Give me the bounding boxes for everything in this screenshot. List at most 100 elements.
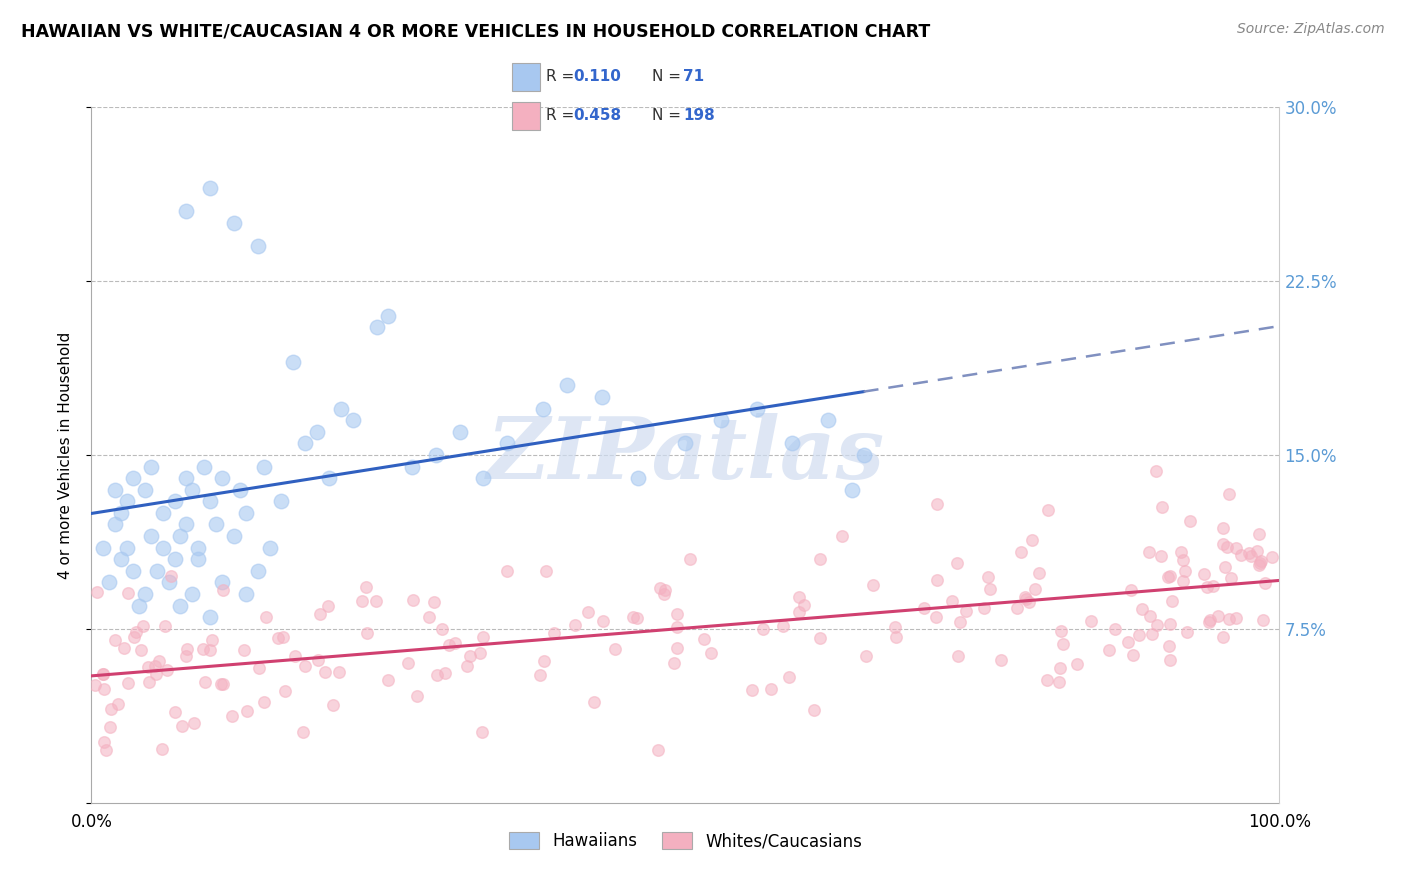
Point xyxy=(117,586,139,600)
Point xyxy=(1212,537,1234,551)
Text: N =: N = xyxy=(652,70,686,85)
Point xyxy=(946,648,969,663)
Point xyxy=(1199,613,1222,627)
Point xyxy=(1260,549,1282,564)
Point xyxy=(1104,622,1126,636)
Point xyxy=(654,587,676,601)
Point xyxy=(1159,616,1181,631)
Point xyxy=(284,648,307,663)
Point xyxy=(654,582,676,597)
Point xyxy=(155,619,177,633)
Point xyxy=(1216,540,1239,554)
Point xyxy=(458,648,481,663)
Point xyxy=(107,697,129,711)
Point xyxy=(134,587,156,601)
Point xyxy=(710,413,733,427)
Point xyxy=(143,658,166,673)
Point xyxy=(1212,520,1234,534)
Point xyxy=(100,702,122,716)
Point xyxy=(693,632,716,646)
Point xyxy=(449,425,471,439)
Point xyxy=(152,541,174,555)
Text: HAWAIIAN VS WHITE/CAUCASIAN 4 OR MORE VEHICLES IN HOUSEHOLD CORRELATION CHART: HAWAIIAN VS WHITE/CAUCASIAN 4 OR MORE VE… xyxy=(21,22,931,40)
Point xyxy=(1015,591,1038,606)
Point xyxy=(406,689,429,703)
Point xyxy=(356,625,378,640)
Point xyxy=(157,575,180,590)
Point xyxy=(318,471,340,485)
Point xyxy=(377,673,399,687)
Point xyxy=(100,720,122,734)
Point xyxy=(176,471,198,485)
Point xyxy=(665,641,688,656)
Point xyxy=(1049,661,1071,675)
Point xyxy=(328,665,350,679)
Point xyxy=(86,585,108,599)
Text: ZIPatlas: ZIPatlas xyxy=(486,413,884,497)
Point xyxy=(84,678,107,692)
Point xyxy=(662,656,685,670)
Point xyxy=(432,623,454,637)
Point xyxy=(592,615,614,629)
Point xyxy=(191,641,214,656)
Point xyxy=(160,568,183,582)
Point xyxy=(314,665,336,679)
Point xyxy=(1249,526,1271,541)
Point xyxy=(115,494,138,508)
Point xyxy=(308,607,330,622)
Point xyxy=(246,564,269,578)
Point xyxy=(181,483,204,497)
Point xyxy=(531,401,554,416)
Point xyxy=(1170,545,1192,559)
Point xyxy=(1161,594,1184,608)
Point xyxy=(1150,549,1173,563)
Point xyxy=(591,390,613,404)
Text: 0.110: 0.110 xyxy=(574,70,621,85)
Point xyxy=(134,483,156,497)
Point xyxy=(1137,545,1160,559)
Point xyxy=(955,604,977,618)
Point xyxy=(1142,627,1164,641)
Point xyxy=(122,564,145,578)
Text: 198: 198 xyxy=(683,108,716,123)
Point xyxy=(793,598,815,612)
Point xyxy=(941,594,963,608)
Point xyxy=(235,587,257,601)
Point xyxy=(946,556,969,570)
Point xyxy=(949,615,972,629)
Point xyxy=(1028,566,1050,580)
Point xyxy=(1152,500,1174,515)
Point xyxy=(444,636,467,650)
Point xyxy=(122,471,145,485)
Point xyxy=(205,517,228,532)
Point xyxy=(307,652,329,666)
Point xyxy=(91,541,114,555)
Point xyxy=(772,618,794,632)
Point xyxy=(194,675,217,690)
Point xyxy=(1174,564,1197,578)
Point xyxy=(990,653,1012,667)
Point xyxy=(817,413,839,427)
Point xyxy=(1173,574,1195,588)
Point xyxy=(434,666,457,681)
Point xyxy=(201,633,224,648)
Point xyxy=(229,483,252,497)
Point xyxy=(91,667,114,681)
Point xyxy=(925,497,948,511)
Text: Source: ZipAtlas.com: Source: ZipAtlas.com xyxy=(1237,22,1385,37)
Point xyxy=(1250,554,1272,568)
Point xyxy=(1212,630,1234,644)
Point xyxy=(1036,673,1059,687)
Point xyxy=(316,599,339,614)
Point xyxy=(198,642,221,657)
Point xyxy=(529,668,551,682)
Point xyxy=(246,239,269,253)
Point xyxy=(396,657,419,671)
Text: 71: 71 xyxy=(683,70,704,85)
Point xyxy=(112,641,135,656)
Point xyxy=(679,552,702,566)
Point xyxy=(401,459,423,474)
Point xyxy=(1218,612,1240,626)
Point xyxy=(209,677,232,691)
Point xyxy=(1225,610,1247,624)
